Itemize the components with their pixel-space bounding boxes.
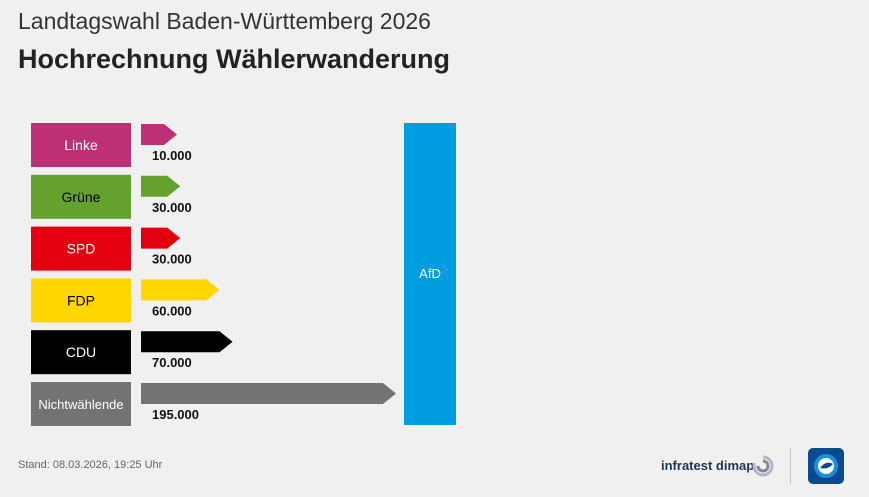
value-label-nichtwahlende: 195.000 xyxy=(152,407,199,422)
logo-divider xyxy=(790,448,791,484)
source-label-nichtwahlende: Nichtwählende xyxy=(38,397,123,412)
value-label-fdp: 60.000 xyxy=(152,303,192,318)
chart-supertitle: Landtagswahl Baden-Württemberg 2026 xyxy=(18,8,431,34)
flow-arrow-linke xyxy=(141,124,177,145)
target-label-afd: AfD xyxy=(419,266,441,281)
flow-arrow-cdu xyxy=(141,331,233,353)
infratest-dimap-logo: infratest dimap xyxy=(661,458,755,473)
flow-arrow-grune xyxy=(141,175,181,197)
value-label-spd: 30.000 xyxy=(152,252,192,267)
target-bar-afd xyxy=(404,123,456,425)
voter-migration-chart: Linke 10.000 Grüne 30.000 SPD 30.000 FDP 60.000… xyxy=(31,123,456,426)
flow-arrow-nichtwahlende xyxy=(141,383,396,404)
source-label-fdp: FDP xyxy=(67,292,95,308)
source-box-grune xyxy=(31,174,131,219)
value-label-linke: 10.000 xyxy=(152,148,192,163)
source-box-fdp xyxy=(31,278,131,323)
source-label-cdu: CDU xyxy=(66,344,96,360)
value-label-cdu: 70.000 xyxy=(152,355,192,370)
source-box-spd xyxy=(31,226,131,271)
source-box-cdu xyxy=(31,330,131,375)
source-label-spd: SPD xyxy=(67,241,96,257)
timestamp-label: Stand: 08.03.2026, 19:25 Uhr xyxy=(18,459,163,471)
source-label-grune: Grüne xyxy=(62,189,101,205)
source-label-linke: Linke xyxy=(64,137,98,153)
flow-arrow-spd xyxy=(141,227,181,249)
source-box-linke xyxy=(31,123,131,167)
chart-title: Hochrechnung Wählerwanderung xyxy=(18,44,451,74)
tagesschau-logo-icon xyxy=(808,448,844,484)
infratest-swirl-icon xyxy=(752,455,774,477)
value-label-grune: 30.000 xyxy=(152,200,192,215)
flow-arrow-fdp xyxy=(141,279,220,301)
source-box-nichtwahlende xyxy=(31,382,131,426)
